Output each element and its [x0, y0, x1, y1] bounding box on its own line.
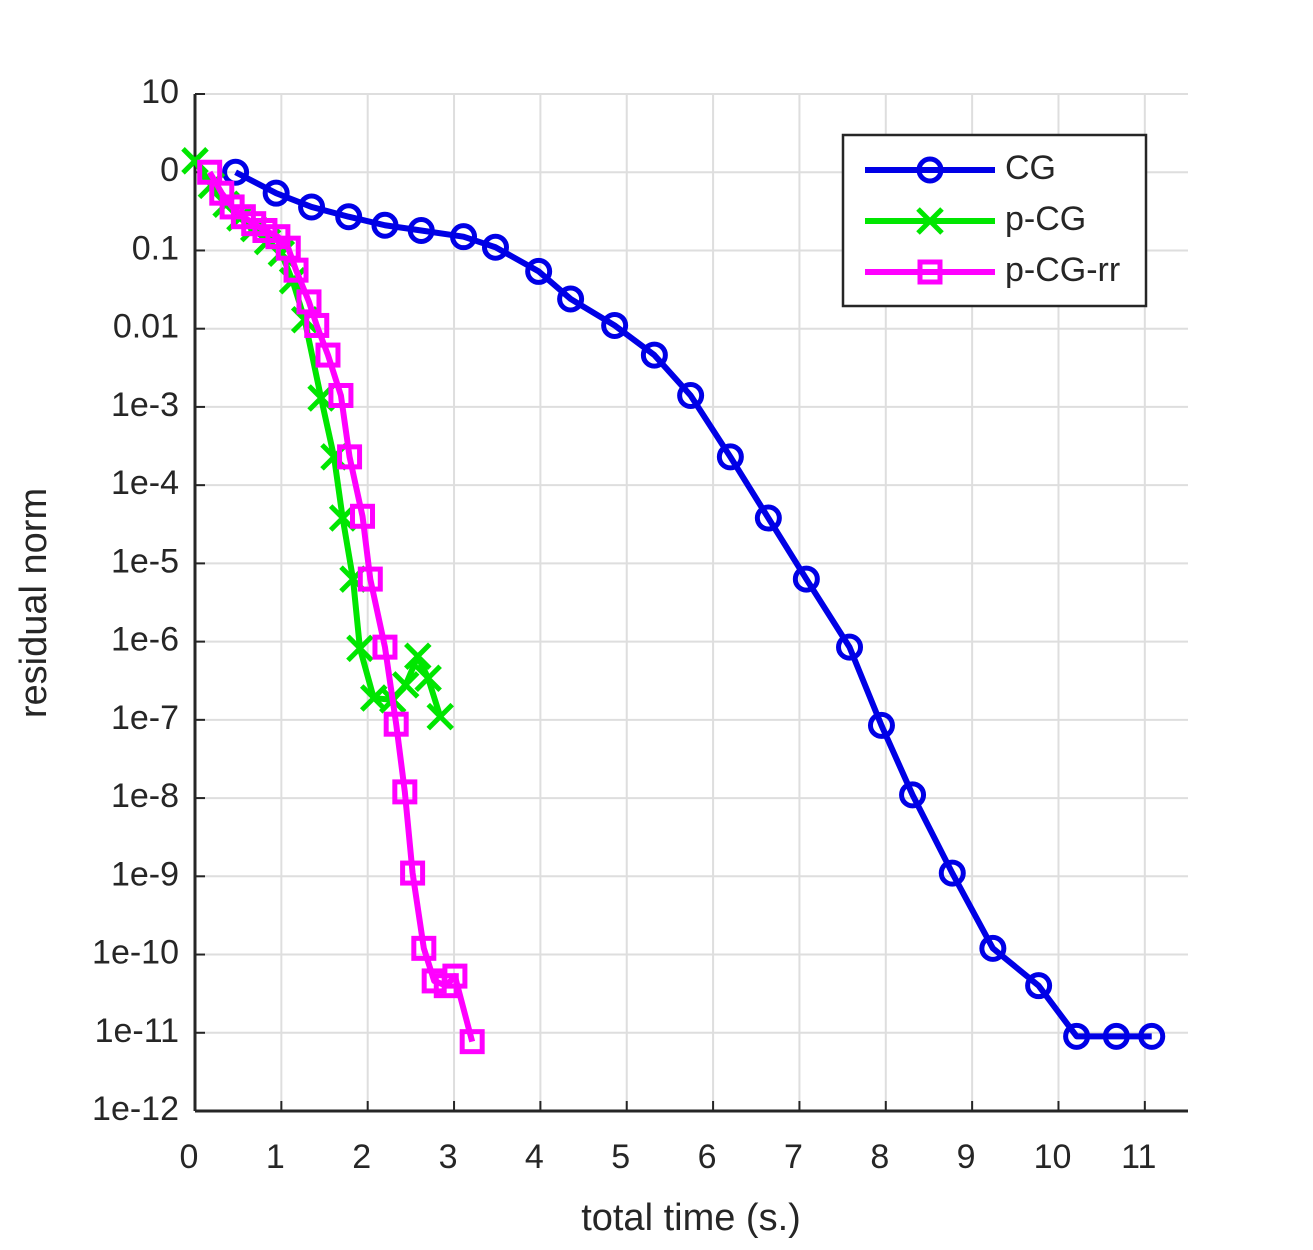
x-axis-label: total time (s.) [581, 1197, 801, 1239]
y-tick-label: 1e-9 [111, 855, 179, 893]
marker [557, 285, 585, 313]
x-tick-label: 5 [611, 1138, 630, 1176]
marker [450, 223, 478, 251]
marker [315, 342, 341, 368]
x-tick-label: 1 [266, 1138, 285, 1176]
y-tick-label: 0.01 [113, 308, 179, 346]
marker [328, 382, 354, 408]
legend-marker [917, 259, 943, 285]
marker [481, 233, 509, 261]
marker [298, 193, 326, 221]
marker [899, 781, 927, 809]
marker [337, 444, 363, 470]
x-tick-label: 4 [525, 1138, 544, 1176]
y-tick-label: 0.1 [132, 229, 179, 267]
marker [836, 633, 864, 661]
y-tick-label: 1e-8 [111, 777, 179, 815]
y-axis-label: residual norm [13, 488, 55, 718]
y-tick-label: 1e-12 [92, 1090, 179, 1128]
marker [392, 779, 418, 805]
marker [357, 566, 383, 592]
marker [979, 934, 1007, 962]
marker [372, 634, 398, 660]
legend-label: p-CG [1005, 200, 1086, 238]
marker [346, 634, 374, 663]
x-tick-label: 8 [870, 1138, 889, 1176]
marker [677, 381, 705, 409]
y-tick-label: 1e-7 [111, 699, 179, 737]
marker [391, 671, 420, 699]
legend-marker [916, 207, 944, 235]
marker [252, 217, 278, 243]
marker [400, 860, 426, 886]
marker [296, 289, 322, 315]
marker [414, 664, 442, 693]
x-tick-label: 3 [439, 1138, 458, 1176]
marker [222, 158, 250, 186]
x-tick-label: 6 [698, 1138, 717, 1176]
y-tick-label: 10 [141, 73, 179, 111]
marker [525, 257, 553, 285]
marker [304, 312, 330, 338]
marker [335, 203, 363, 231]
marker [601, 311, 629, 339]
y-tick-label: 1e-5 [111, 542, 179, 580]
x-tick-label: 9 [957, 1138, 976, 1176]
marker [792, 565, 820, 593]
marker [181, 147, 209, 175]
marker [867, 711, 895, 739]
marker [426, 702, 454, 731]
marker [404, 642, 432, 671]
marker [938, 859, 966, 887]
marker [442, 963, 468, 989]
marker [407, 216, 435, 244]
y-tick-label: 1e-4 [111, 464, 179, 502]
marker [1102, 1022, 1130, 1050]
y-tick-label: 1e-6 [111, 621, 179, 659]
marker [1138, 1022, 1166, 1050]
y-tick-label: 1e-10 [92, 934, 179, 972]
y-tick-label: 1e-11 [95, 1012, 179, 1050]
marker [411, 935, 437, 961]
x-tick-label: 10 [1034, 1138, 1072, 1176]
marker [350, 503, 376, 529]
x-tick-label: 0 [180, 1138, 199, 1176]
legend-label: CG [1005, 149, 1056, 187]
marker [640, 341, 668, 369]
marker [1063, 1022, 1091, 1050]
marker [716, 443, 744, 471]
y-tick-label: 1e-3 [111, 386, 179, 424]
marker [371, 211, 399, 239]
marker [383, 711, 409, 737]
marker [754, 504, 782, 532]
marker [1025, 972, 1053, 1000]
x-tick-label: 2 [352, 1138, 371, 1176]
legend-marker [916, 156, 944, 184]
y-tick-label: 0 [160, 151, 179, 189]
marker [283, 257, 309, 283]
marker [459, 1029, 485, 1055]
series-line [234, 169, 1152, 1040]
legend-label: p-CG-rr [1005, 251, 1120, 289]
x-tick-label: 11 [1121, 1138, 1156, 1176]
x-tick-label: 7 [784, 1138, 803, 1176]
marker [262, 179, 290, 207]
